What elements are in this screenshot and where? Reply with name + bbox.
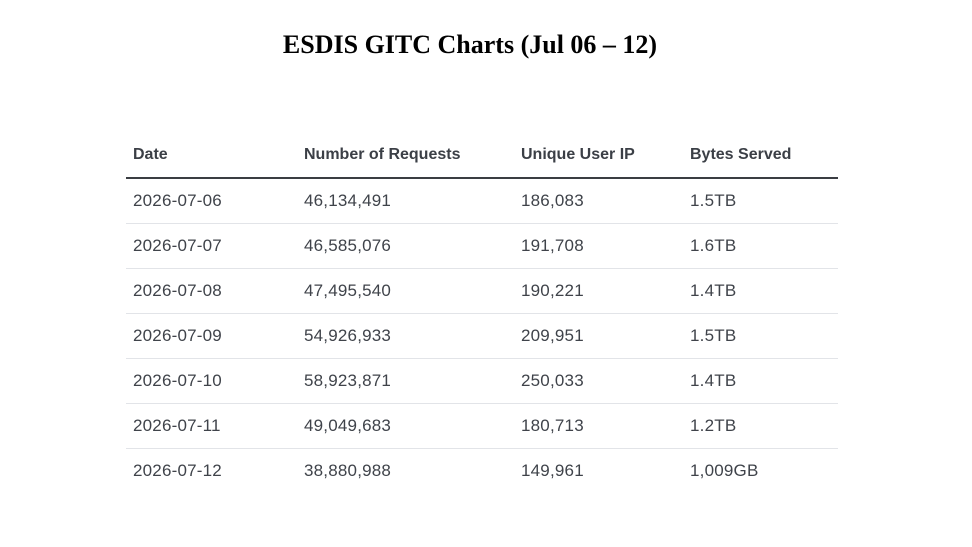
table-row: 2026-07-06 46,134,491 186,083 1.5TB (126, 178, 838, 224)
cell-bytes: 1.5TB (683, 313, 838, 359)
cell-bytes: 1.2TB (683, 403, 838, 449)
cell-bytes: 1.4TB (683, 268, 838, 314)
header-date: Date (126, 133, 297, 179)
header-row: Date Number of Requests Unique User IP B… (126, 133, 838, 179)
stats-table-container: Date Number of Requests Unique User IP B… (126, 133, 838, 493)
cell-requests: 58,923,871 (297, 358, 514, 404)
cell-bytes: 1.4TB (683, 358, 838, 404)
cell-requests: 38,880,988 (304, 461, 392, 480)
cell-date: 2026-07-08 (126, 268, 297, 314)
table-row: 2026-07-08 47,495,540 190,221 1.4TB (126, 268, 838, 314)
cell-date: 2026-07-10 (126, 358, 297, 404)
table-row: 2026-07-10 58,923,871 250,033 1.4TB (126, 358, 838, 404)
cell-unique-ip: 209,951 (514, 313, 683, 359)
cell-date: 2026-07-12 (133, 461, 222, 480)
table-header: Date Number of Requests Unique User IP B… (126, 133, 838, 179)
cell-date: 2026-07-07 (126, 223, 297, 269)
cell-date: 2026-07-11 (126, 403, 297, 449)
header-bytes: Bytes Served (683, 133, 838, 179)
table-row: 2026-07-12 38,880,988 149,961 1,009GB (126, 449, 838, 494)
cell-bytes: 1.5TB (683, 178, 838, 224)
cell-unique-ip: 149,961 (521, 461, 584, 480)
table-body: 2026-07-06 46,134,491 186,083 1.5TB 2026… (126, 178, 838, 493)
header-unique-ip: Unique User IP (514, 133, 683, 179)
cell-requests: 46,585,076 (297, 223, 514, 269)
cell-requests: 46,134,491 (297, 178, 514, 224)
cell-date: 2026-07-09 (126, 313, 297, 359)
page-title: ESDIS GITC Charts (Jul 06 – 12) (282, 30, 658, 59)
cell-unique-ip: 180,713 (514, 403, 683, 449)
cell-unique-ip: 190,221 (514, 268, 683, 314)
table-row: 2026-07-07 46,585,076 191,708 1.6TB (126, 223, 838, 269)
cell-bytes: 1.6TB (683, 223, 838, 269)
cell-bytes: 1,009GB (690, 461, 759, 480)
table-row: 2026-07-09 54,926,933 209,951 1.5TB (126, 313, 838, 359)
cell-unique-ip: 250,033 (514, 358, 683, 404)
cell-date: 2026-07-06 (126, 178, 297, 224)
header-requests: Number of Requests (297, 133, 514, 179)
table-row: 2026-07-11 49,049,683 180,713 1.2TB (126, 403, 838, 449)
stats-table: Date Number of Requests Unique User IP B… (126, 133, 838, 493)
cell-unique-ip: 186,083 (514, 178, 683, 224)
cell-requests: 54,926,933 (297, 313, 514, 359)
cell-unique-ip: 191,708 (514, 223, 683, 269)
cell-requests: 47,495,540 (297, 268, 514, 314)
cell-requests: 49,049,683 (297, 403, 514, 449)
